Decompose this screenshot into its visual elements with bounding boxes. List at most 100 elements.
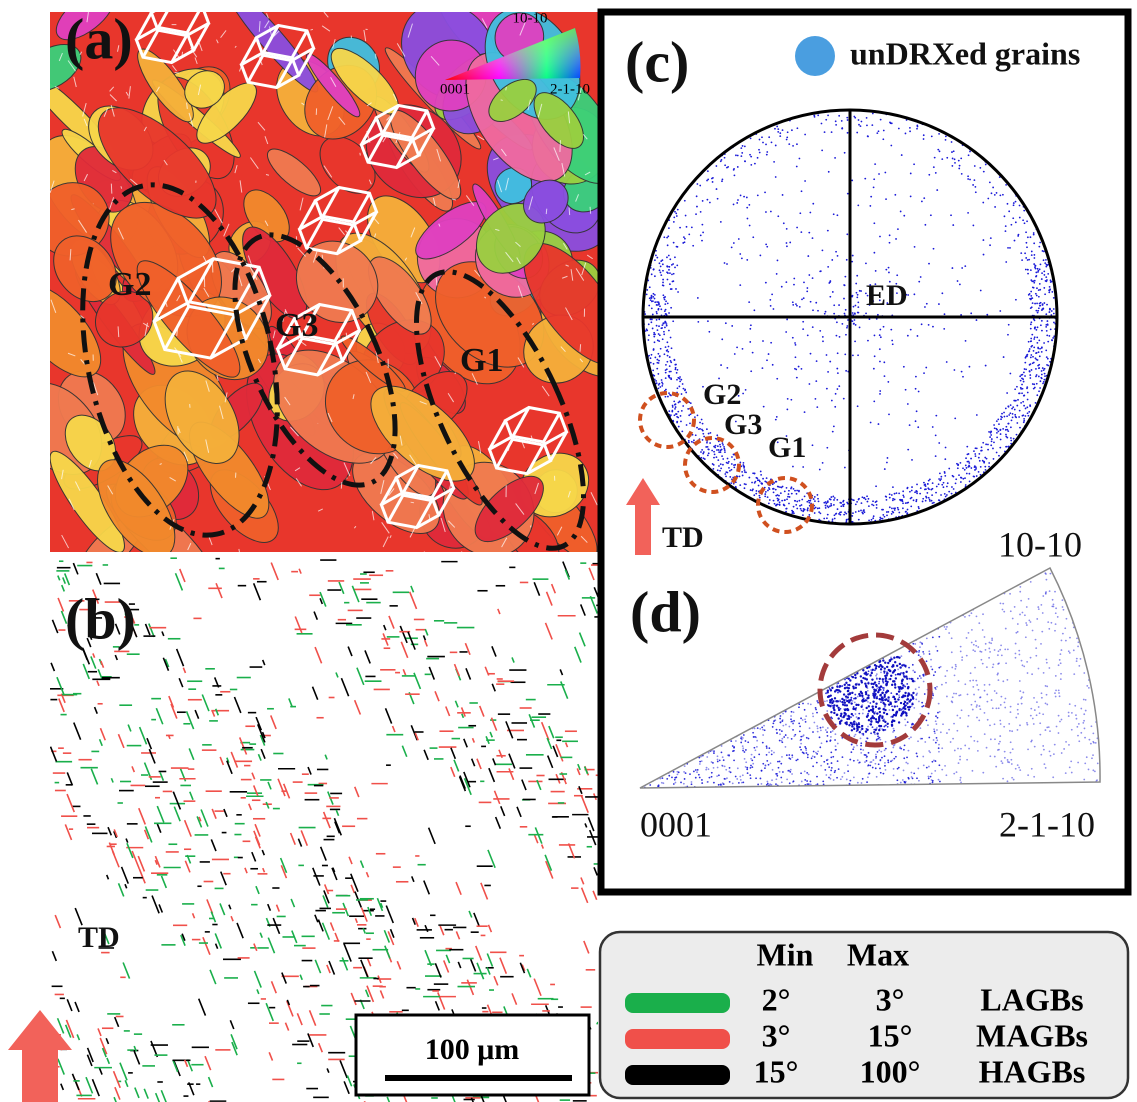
pole-point <box>668 266 670 268</box>
pole-point <box>861 502 863 504</box>
pole-point <box>973 450 975 452</box>
pole-point <box>651 354 653 356</box>
pole-point <box>957 467 959 469</box>
ipf-point <box>1082 722 1084 724</box>
ipf-point <box>750 765 752 767</box>
pole-point <box>913 293 915 295</box>
pole-point <box>986 314 988 316</box>
ipf-point <box>1092 754 1094 756</box>
pole-point <box>795 344 797 346</box>
pole-point <box>703 436 705 438</box>
ipf-point <box>958 680 960 682</box>
pole-point <box>808 232 810 234</box>
pole-point <box>760 474 762 476</box>
pole-point <box>860 125 862 127</box>
pole-point <box>894 493 896 495</box>
pole-point <box>877 314 879 316</box>
pole-point <box>1014 240 1016 242</box>
pole-point <box>748 477 750 479</box>
pole-point <box>809 383 811 385</box>
pole-point <box>746 197 748 199</box>
pole-point <box>953 150 955 152</box>
pole-point <box>753 309 755 311</box>
ipf-point <box>959 717 961 719</box>
pole-point <box>662 279 664 281</box>
ipf-point <box>822 780 824 782</box>
ipf-point <box>812 715 814 717</box>
ipf-point <box>827 759 829 761</box>
pole-point <box>1045 280 1047 282</box>
pole-point <box>1029 298 1031 300</box>
pole-point <box>916 128 918 130</box>
pole-point <box>793 284 795 286</box>
pole-point <box>870 422 872 424</box>
pole-point <box>960 462 962 464</box>
pole-point <box>762 478 764 480</box>
pole-point <box>902 507 904 509</box>
pole-point <box>994 427 996 429</box>
pole-point <box>822 340 824 342</box>
pole-point <box>652 328 654 330</box>
ipf-point <box>918 650 920 652</box>
ipf-point <box>758 753 760 755</box>
pole-point <box>897 228 899 230</box>
pole-point <box>826 447 828 449</box>
pole-point <box>1036 303 1038 305</box>
pole-point <box>1031 334 1033 336</box>
pole-point <box>754 163 756 165</box>
pole-point <box>666 325 668 327</box>
pole-point <box>722 458 724 460</box>
pole-point <box>947 482 949 484</box>
pole-point <box>975 191 977 193</box>
ipf-point <box>781 740 783 742</box>
pole-point <box>807 255 809 257</box>
pole-point <box>731 469 733 471</box>
pole-point <box>677 387 679 389</box>
pole-point <box>843 298 845 300</box>
pole-point <box>836 499 838 501</box>
pole-point <box>722 442 724 444</box>
ipf-point <box>936 739 938 741</box>
pole-point <box>916 484 918 486</box>
pole-point <box>918 506 920 508</box>
pole-point <box>743 462 745 464</box>
pole-point <box>657 359 659 361</box>
ipf-point <box>902 779 904 781</box>
pole-point <box>847 503 849 505</box>
pole-point <box>710 432 712 434</box>
pole-point <box>666 341 668 343</box>
pole-point <box>754 473 756 475</box>
pole-point <box>663 236 665 238</box>
pole-point <box>1035 268 1037 270</box>
pole-point <box>980 290 982 292</box>
pole-point <box>1033 350 1035 352</box>
pole-point <box>1009 412 1011 414</box>
pole-point <box>1017 399 1019 401</box>
ipf-point <box>834 770 836 772</box>
pole-point <box>748 204 750 206</box>
pole-point <box>844 284 846 286</box>
pole-point <box>678 426 680 428</box>
pole-point <box>793 506 795 508</box>
pole-point <box>750 156 752 158</box>
pole-point <box>996 436 998 438</box>
pole-point <box>1053 308 1055 310</box>
pole-point <box>858 124 860 126</box>
pole-point <box>1008 210 1010 212</box>
pole-point <box>910 173 912 175</box>
pole-point <box>1034 327 1036 329</box>
pole-point <box>870 196 872 198</box>
pole-point <box>769 499 771 501</box>
ipf-point <box>847 764 849 766</box>
pole-point <box>706 442 708 444</box>
pole-point <box>786 487 788 489</box>
pole-point <box>760 471 762 473</box>
pole-point <box>1033 338 1035 340</box>
pole-point <box>1005 426 1007 428</box>
pole-point <box>983 239 985 241</box>
ipf-point <box>1056 726 1058 728</box>
pole-point <box>974 453 976 455</box>
pole-point <box>855 305 857 307</box>
ipf-point <box>1048 628 1050 630</box>
pole-point <box>679 376 681 378</box>
